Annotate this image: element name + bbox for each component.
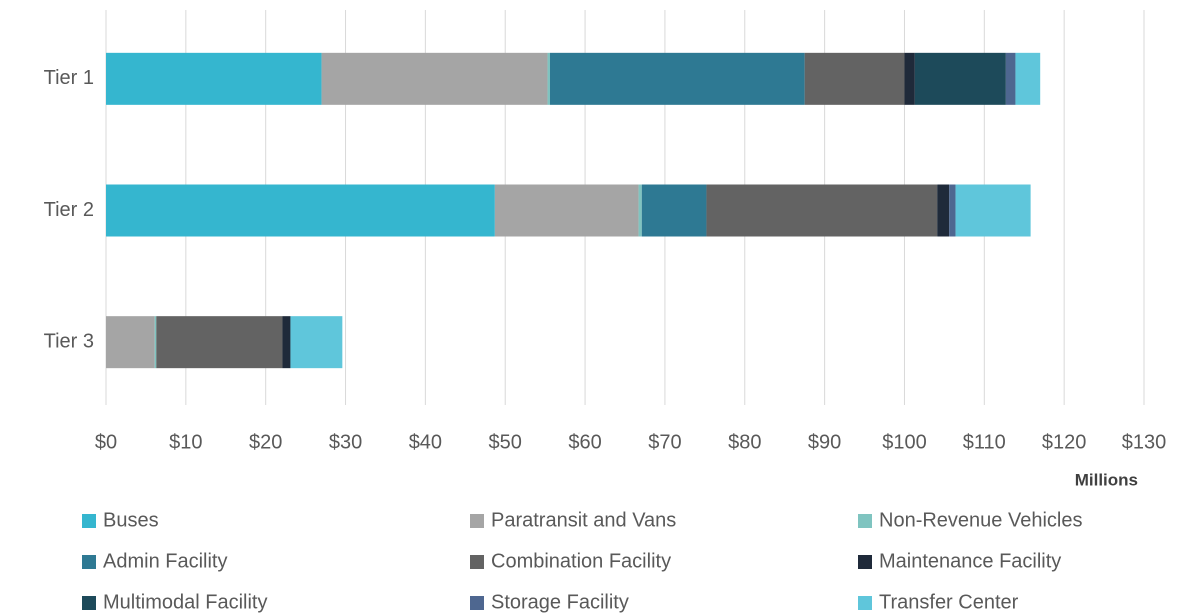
- y-tick-label: Tier 1: [44, 67, 94, 89]
- legend-label: Transfer Center: [879, 591, 1019, 613]
- x-tick-label: $40: [409, 431, 442, 453]
- x-axis-label: Millions: [1075, 470, 1138, 489]
- x-tick-label: $120: [1042, 431, 1087, 453]
- bar-segment: [937, 184, 950, 237]
- x-tick-label: $30: [329, 431, 362, 453]
- bar-segment: [282, 316, 291, 369]
- bar-segment: [106, 52, 322, 105]
- x-tick-label: $80: [728, 431, 761, 453]
- x-tick-label: $70: [648, 431, 681, 453]
- x-tick-label: $10: [169, 431, 202, 453]
- legend-label: Multimodal Facility: [103, 591, 267, 613]
- bar-segment: [914, 52, 1006, 105]
- x-tick-label: $0: [95, 431, 117, 453]
- y-tick-label: Tier 3: [44, 330, 94, 352]
- legend-swatch: [82, 596, 96, 610]
- bar-segment: [1015, 52, 1041, 105]
- bar-segment: [494, 184, 639, 237]
- bar-segment: [1005, 52, 1016, 105]
- legend-swatch: [82, 555, 96, 569]
- bar-segment: [321, 52, 548, 105]
- bar-segment: [955, 184, 1031, 237]
- legend-swatch: [470, 514, 484, 528]
- bar-segment: [804, 52, 905, 105]
- bar-segment: [706, 184, 938, 237]
- x-tick-label: $50: [489, 431, 522, 453]
- legend-label: Storage Facility: [491, 591, 629, 613]
- legend-label: Buses: [103, 509, 159, 531]
- legend-swatch: [82, 514, 96, 528]
- bar-segment: [638, 184, 642, 237]
- legend-swatch: [470, 596, 484, 610]
- legend-swatch: [858, 555, 872, 569]
- bar-segment: [904, 52, 915, 105]
- bar-segment: [290, 316, 343, 369]
- legend-label: Admin Facility: [103, 550, 227, 572]
- y-tick-label: Tier 2: [44, 199, 94, 221]
- bar-segment: [641, 184, 707, 237]
- bar-segment: [154, 316, 157, 369]
- legend-swatch: [858, 514, 872, 528]
- x-tick-label: $100: [882, 431, 927, 453]
- legend-swatch: [858, 596, 872, 610]
- x-tick-label: $60: [568, 431, 601, 453]
- bar-segment: [949, 184, 956, 237]
- bar-segment: [106, 316, 155, 369]
- bar-segment: [549, 52, 805, 105]
- x-tick-label: $110: [963, 431, 1006, 453]
- x-tick-label: $90: [808, 431, 841, 453]
- bar-segment: [547, 52, 550, 105]
- bar-segment: [106, 184, 495, 237]
- legend-label: Non-Revenue Vehicles: [879, 509, 1082, 531]
- legend-swatch: [470, 555, 484, 569]
- legend-label: Combination Facility: [491, 550, 671, 572]
- x-tick-label: $20: [249, 431, 282, 453]
- legend-label: Maintenance Facility: [879, 550, 1061, 572]
- bar-segment: [156, 316, 283, 369]
- x-tick-label: $130: [1122, 431, 1167, 453]
- legend-label: Paratransit and Vans: [491, 509, 676, 531]
